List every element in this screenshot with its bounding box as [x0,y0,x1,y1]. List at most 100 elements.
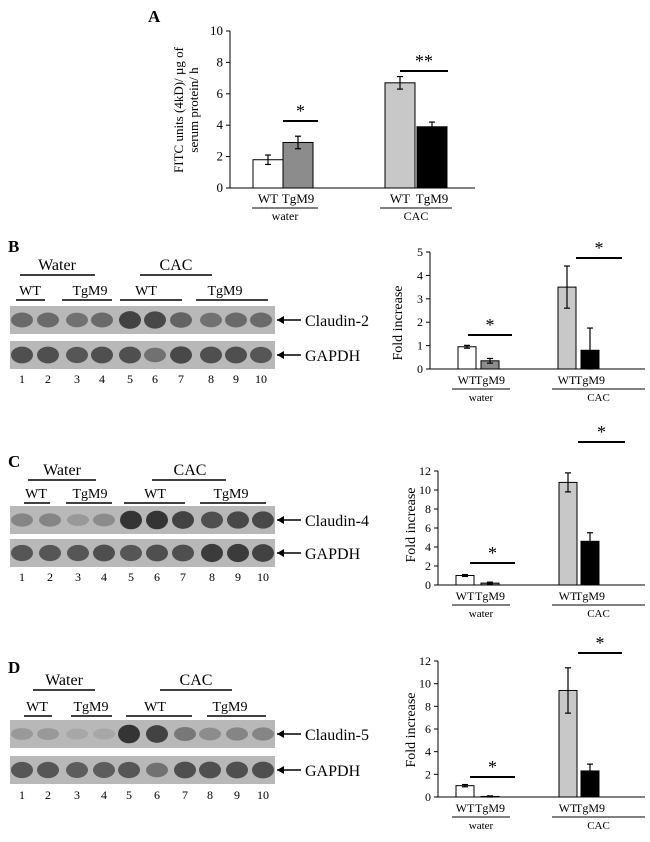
blot-subgroup-label: TgM9 [208,284,243,299]
bar [558,481,578,586]
blot-band [37,761,59,779]
bar-label: TgM9 [475,589,505,603]
blot-band [226,727,248,741]
blot-subgroup-label: WT [144,700,166,715]
arrow-head [277,516,284,524]
y-tick-label: 10 [419,483,431,497]
blot-band [172,544,194,562]
blot-band [146,725,168,743]
lane-number: 6 [154,570,160,584]
lane-number: 5 [127,372,133,386]
blot-subgroup-label: TgM9 [213,700,248,715]
lane-number: 3 [74,372,80,386]
bar-label: WT [258,191,278,206]
blot-subgroup-label: WT [135,284,157,299]
bar-label: TgM9 [475,373,505,387]
panel-a: A FITC units (4kD)/ µg of serum protein/… [148,7,475,223]
blot-band [93,544,115,562]
blot-subgroup-label: WT [144,487,166,502]
blot-band [170,312,192,328]
lane-number: 7 [178,372,184,386]
blot-subgroup-label: TgM9 [214,487,249,502]
lane-number: 6 [152,372,158,386]
blot-band [119,346,141,364]
bar-label: WT [456,589,475,603]
bar-label: WT [559,589,578,603]
blot-band [11,513,33,527]
y-tick-label: 0 [425,578,431,592]
bar-label: WT [559,801,578,815]
blot-subgroup-label: TgM9 [73,487,108,502]
blot-band [226,761,248,779]
lane-number: 9 [234,788,240,802]
lane-number: 2 [45,788,51,802]
blot-band [11,761,33,779]
blot-band [201,543,223,563]
bar-label: WT [390,191,410,206]
panel-b-ylabel: Fold increase [391,285,406,360]
y-tick-label: 0 [417,362,423,376]
y-tick-label: 8 [217,54,224,69]
blot-band [39,544,61,562]
lane-number: 10 [257,570,269,584]
bar-label: WT [456,801,475,815]
significance-marker: * [486,315,495,335]
significance-marker: * [488,757,497,777]
group-label: CAC [404,209,429,223]
blot-band [200,312,222,328]
blot-band [120,544,142,562]
bar-label: WT [558,373,577,387]
panel-a-ylabel-line1: FITC units (4kD)/ µg of [171,46,186,173]
blot-band [37,312,59,328]
lane-number: 9 [235,570,241,584]
blot-band [250,346,272,364]
bar [384,82,416,189]
blot-band [174,761,196,779]
blot-subgroup-label: WT [25,487,47,502]
y-tick-label: 1 [417,339,423,353]
blot-band [91,346,113,364]
blot-band [11,312,33,328]
group-label: water [469,608,494,620]
arrow-head [277,766,284,774]
blot-band [225,346,247,364]
blot-band [199,761,221,779]
y-tick-label: 4 [425,745,431,759]
panel-c-letter: C [8,452,20,471]
lane-number: 5 [128,570,134,584]
significance-marker: * [488,543,497,563]
blot-band [118,724,140,744]
lane-number: 10 [257,788,269,802]
panel-c-blot: Water CAC WT TgM9 WT TgM9 Claudin-4 GAPDH 1 2 3 4 5 6… [10,462,369,584]
band-label: GAPDH [305,546,361,563]
group-label: CAC [587,392,610,404]
y-tick-label: 6 [425,521,431,535]
panel-a-ylabel-line2: serum protein/ h [186,67,201,153]
lane-number: 3 [74,788,80,802]
group-label: water [469,820,494,832]
blot-band [146,544,168,562]
blot-band [66,312,88,328]
lane-number: 8 [207,788,213,802]
significance-marker: * [296,101,305,121]
band-label: GAPDH [305,763,361,780]
arrow-head [277,316,284,324]
blot-band [66,728,88,740]
lane-number: 4 [101,570,107,584]
blot-band [39,513,61,527]
blot-band [227,543,249,563]
blot-band [93,513,115,527]
band-label: Claudin-5 [305,727,369,744]
y-tick-label: 2 [425,767,431,781]
lane-number: 7 [180,570,186,584]
blot-band [11,346,33,364]
y-tick-label: 4 [417,268,423,282]
y-tick-label: 2 [217,149,224,164]
blot-band [225,312,247,328]
blot-band [201,511,223,529]
blot-band [91,312,113,328]
blot-subgroup-label: TgM9 [74,700,109,715]
blot-band [93,762,115,778]
